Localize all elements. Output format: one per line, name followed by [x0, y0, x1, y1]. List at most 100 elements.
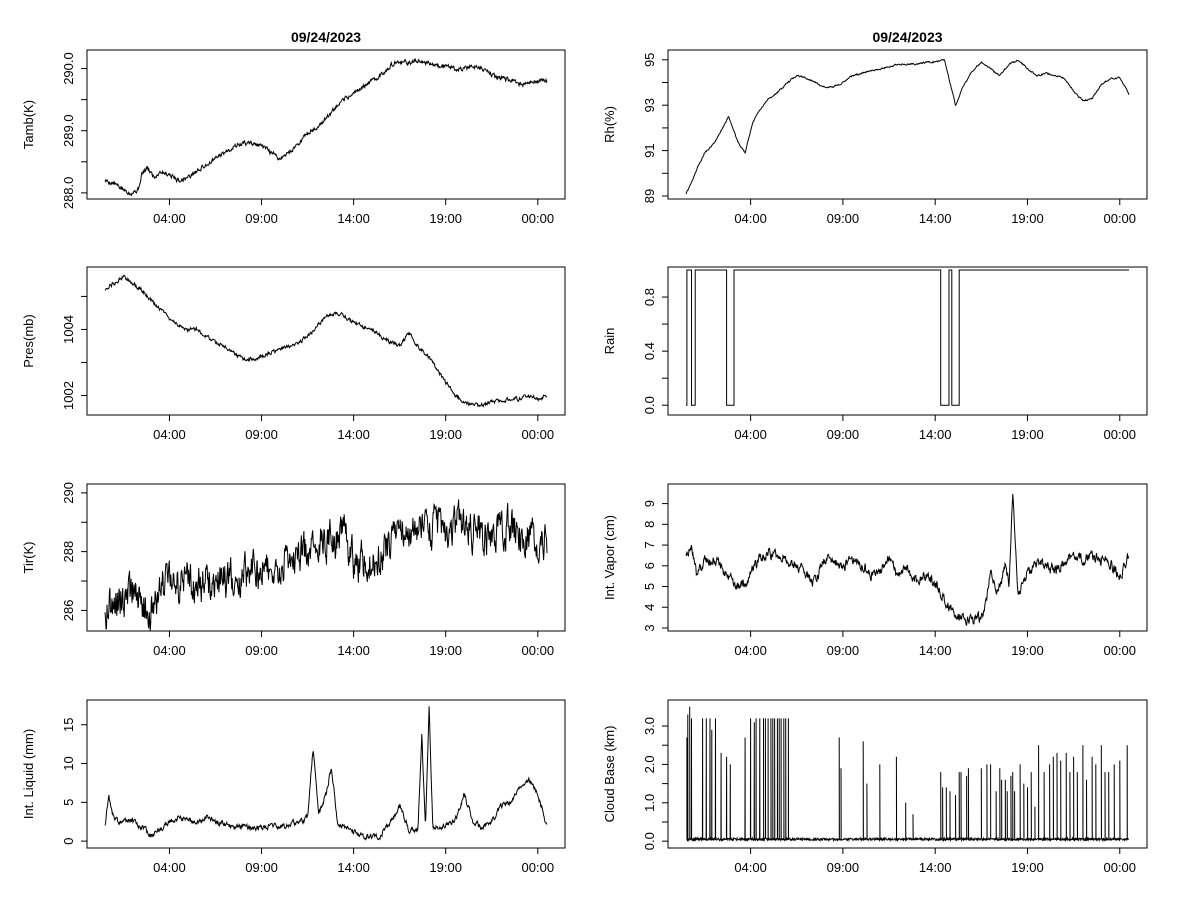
x-tick-label: 09:00: [827, 211, 860, 226]
panel-tamb: 09/24/2023 Tamb(K) 04:00 09:00 14:00 19:00 00:…: [21, 29, 566, 226]
x-tick-label: 09:00: [827, 427, 860, 442]
y-tick-label: 290.0: [61, 52, 76, 85]
plot-frame: [667, 266, 1148, 416]
x-tick-label: 14:00: [337, 860, 370, 875]
plot-frame: [86, 483, 566, 632]
x-tick-label: 00:00: [522, 211, 555, 226]
y-tick-label: 10: [61, 756, 76, 770]
x-tick-label: 09:00: [245, 211, 278, 226]
plot-frame: [667, 483, 1148, 632]
y-tick-label: 95: [642, 53, 657, 67]
x-tick-label: 00:00: [522, 427, 555, 442]
y-tick-label: 288: [61, 541, 76, 563]
series-line-tamb: [104, 57, 548, 197]
series-line-vapor: [685, 493, 1130, 626]
series-line-rh: [685, 58, 1130, 195]
x-tick-label: 19:00: [1011, 427, 1044, 442]
x-tick-label: 09:00: [245, 643, 278, 658]
panel-title: 09/24/2023: [872, 29, 942, 45]
x-tick-label: 04:00: [153, 860, 186, 875]
series-line-liquid: [104, 706, 548, 841]
y-tick-label: 7: [642, 541, 657, 548]
y-tick-label: 3: [642, 624, 657, 631]
y-tick-label: 1.0: [642, 794, 657, 812]
x-tick-label: 14:00: [919, 427, 952, 442]
panel-tir: Tir(K) 04:00 09:00 14:00 19:00 00:00 286 288 290: [21, 482, 566, 658]
y-tick-label: 288.0: [61, 177, 76, 210]
x-tick-label: 09:00: [827, 860, 860, 875]
panel-vapor: Int. Vapor (cm) 04:00 09:00 14:00 19:00 00:00…: [602, 483, 1148, 658]
x-tick-label: 04:00: [734, 211, 767, 226]
y-tick-label: 286: [61, 600, 76, 622]
x-tick-label: 14:00: [919, 643, 952, 658]
panel-pres: Pres(mb) 04:00 09:00 14:00 19:00 00:00 1002 100…: [21, 266, 566, 442]
plot-frame: [86, 699, 566, 849]
x-tick-label: 04:00: [153, 643, 186, 658]
y-tick-label: 4: [642, 604, 657, 611]
x-tick-label: 19:00: [429, 211, 462, 226]
x-tick-label: 14:00: [337, 643, 370, 658]
y-tick-label: 1004: [61, 315, 76, 344]
y-tick-label: 0.0: [642, 832, 657, 850]
y-tick-label: 0.8: [642, 288, 657, 306]
plot-frame: [86, 49, 566, 200]
x-tick-label: 04:00: [734, 643, 767, 658]
panel-liquid: Int. Liquid (mm) 04:00 09:00 14:00 19:00 00:0…: [21, 699, 566, 875]
x-tick-label: 04:00: [734, 860, 767, 875]
y-tick-label: 0.4: [642, 342, 657, 360]
panel-rh: 09/24/2023 Rh(%) 04:00 09:00 14:00 19:00 00:00…: [602, 29, 1148, 226]
x-tick-label: 19:00: [429, 860, 462, 875]
plot-frame: [667, 699, 1148, 849]
y-axis-label: Rain: [602, 328, 617, 355]
y-tick-label: 290: [61, 482, 76, 504]
x-tick-label: 14:00: [919, 211, 952, 226]
y-tick-label: 15: [61, 717, 76, 731]
y-tick-label: 91: [642, 143, 657, 157]
x-tick-label: 19:00: [1011, 860, 1044, 875]
y-tick-label: 0.0: [642, 396, 657, 414]
y-tick-label: 6: [642, 562, 657, 569]
x-tick-label: 14:00: [337, 211, 370, 226]
y-axis-label: Int. Liquid (mm): [21, 729, 36, 819]
series-line-cloudbase: [686, 706, 1130, 843]
x-tick-label: 00:00: [1103, 860, 1136, 875]
x-tick-label: 00:00: [1103, 211, 1136, 226]
x-tick-label: 04:00: [153, 427, 186, 442]
y-axis-label: Int. Vapor (cm): [602, 515, 617, 600]
x-tick-label: 04:00: [734, 427, 767, 442]
x-tick-label: 00:00: [522, 860, 555, 875]
series-line-pres: [104, 274, 548, 408]
y-tick-label: 2.0: [642, 755, 657, 773]
plot-frame: [667, 49, 1148, 200]
plot-frame: [86, 266, 566, 416]
x-tick-label: 09:00: [245, 860, 278, 875]
y-axis-label: Cloud Base (km): [602, 726, 617, 823]
panel-title: 09/24/2023: [291, 29, 361, 45]
x-tick-label: 19:00: [1011, 643, 1044, 658]
y-axis-label: Tamb(K): [21, 100, 36, 149]
x-tick-label: 14:00: [919, 860, 952, 875]
y-tick-label: 5: [61, 799, 76, 806]
y-tick-label: 1002: [61, 381, 76, 410]
y-tick-label: 0: [61, 838, 76, 845]
x-tick-label: 19:00: [1011, 211, 1044, 226]
y-tick-label: 289.0: [61, 114, 76, 147]
y-tick-label: 8: [642, 521, 657, 528]
y-tick-label: 93: [642, 98, 657, 112]
x-tick-label: 14:00: [337, 427, 370, 442]
panel-rain: Rain 04:00 09:00 14:00 19:00 00:00 0.0 0.4 0.8: [602, 266, 1148, 442]
x-tick-label: 04:00: [153, 211, 186, 226]
y-tick-label: 3.0: [642, 717, 657, 735]
x-tick-label: 19:00: [429, 427, 462, 442]
x-tick-label: 09:00: [245, 427, 278, 442]
series-line-tir: [104, 499, 548, 631]
x-tick-label: 00:00: [1103, 643, 1136, 658]
x-tick-label: 00:00: [1103, 427, 1136, 442]
y-axis-label: Rh(%): [602, 106, 617, 143]
y-tick-label: 9: [642, 500, 657, 507]
x-tick-label: 00:00: [522, 643, 555, 658]
x-tick-label: 09:00: [827, 643, 860, 658]
panel-cloudbase: Cloud Base (km) 04:00 09:00 14:00 19:00 00:00…: [602, 699, 1148, 875]
x-tick-label: 19:00: [429, 643, 462, 658]
